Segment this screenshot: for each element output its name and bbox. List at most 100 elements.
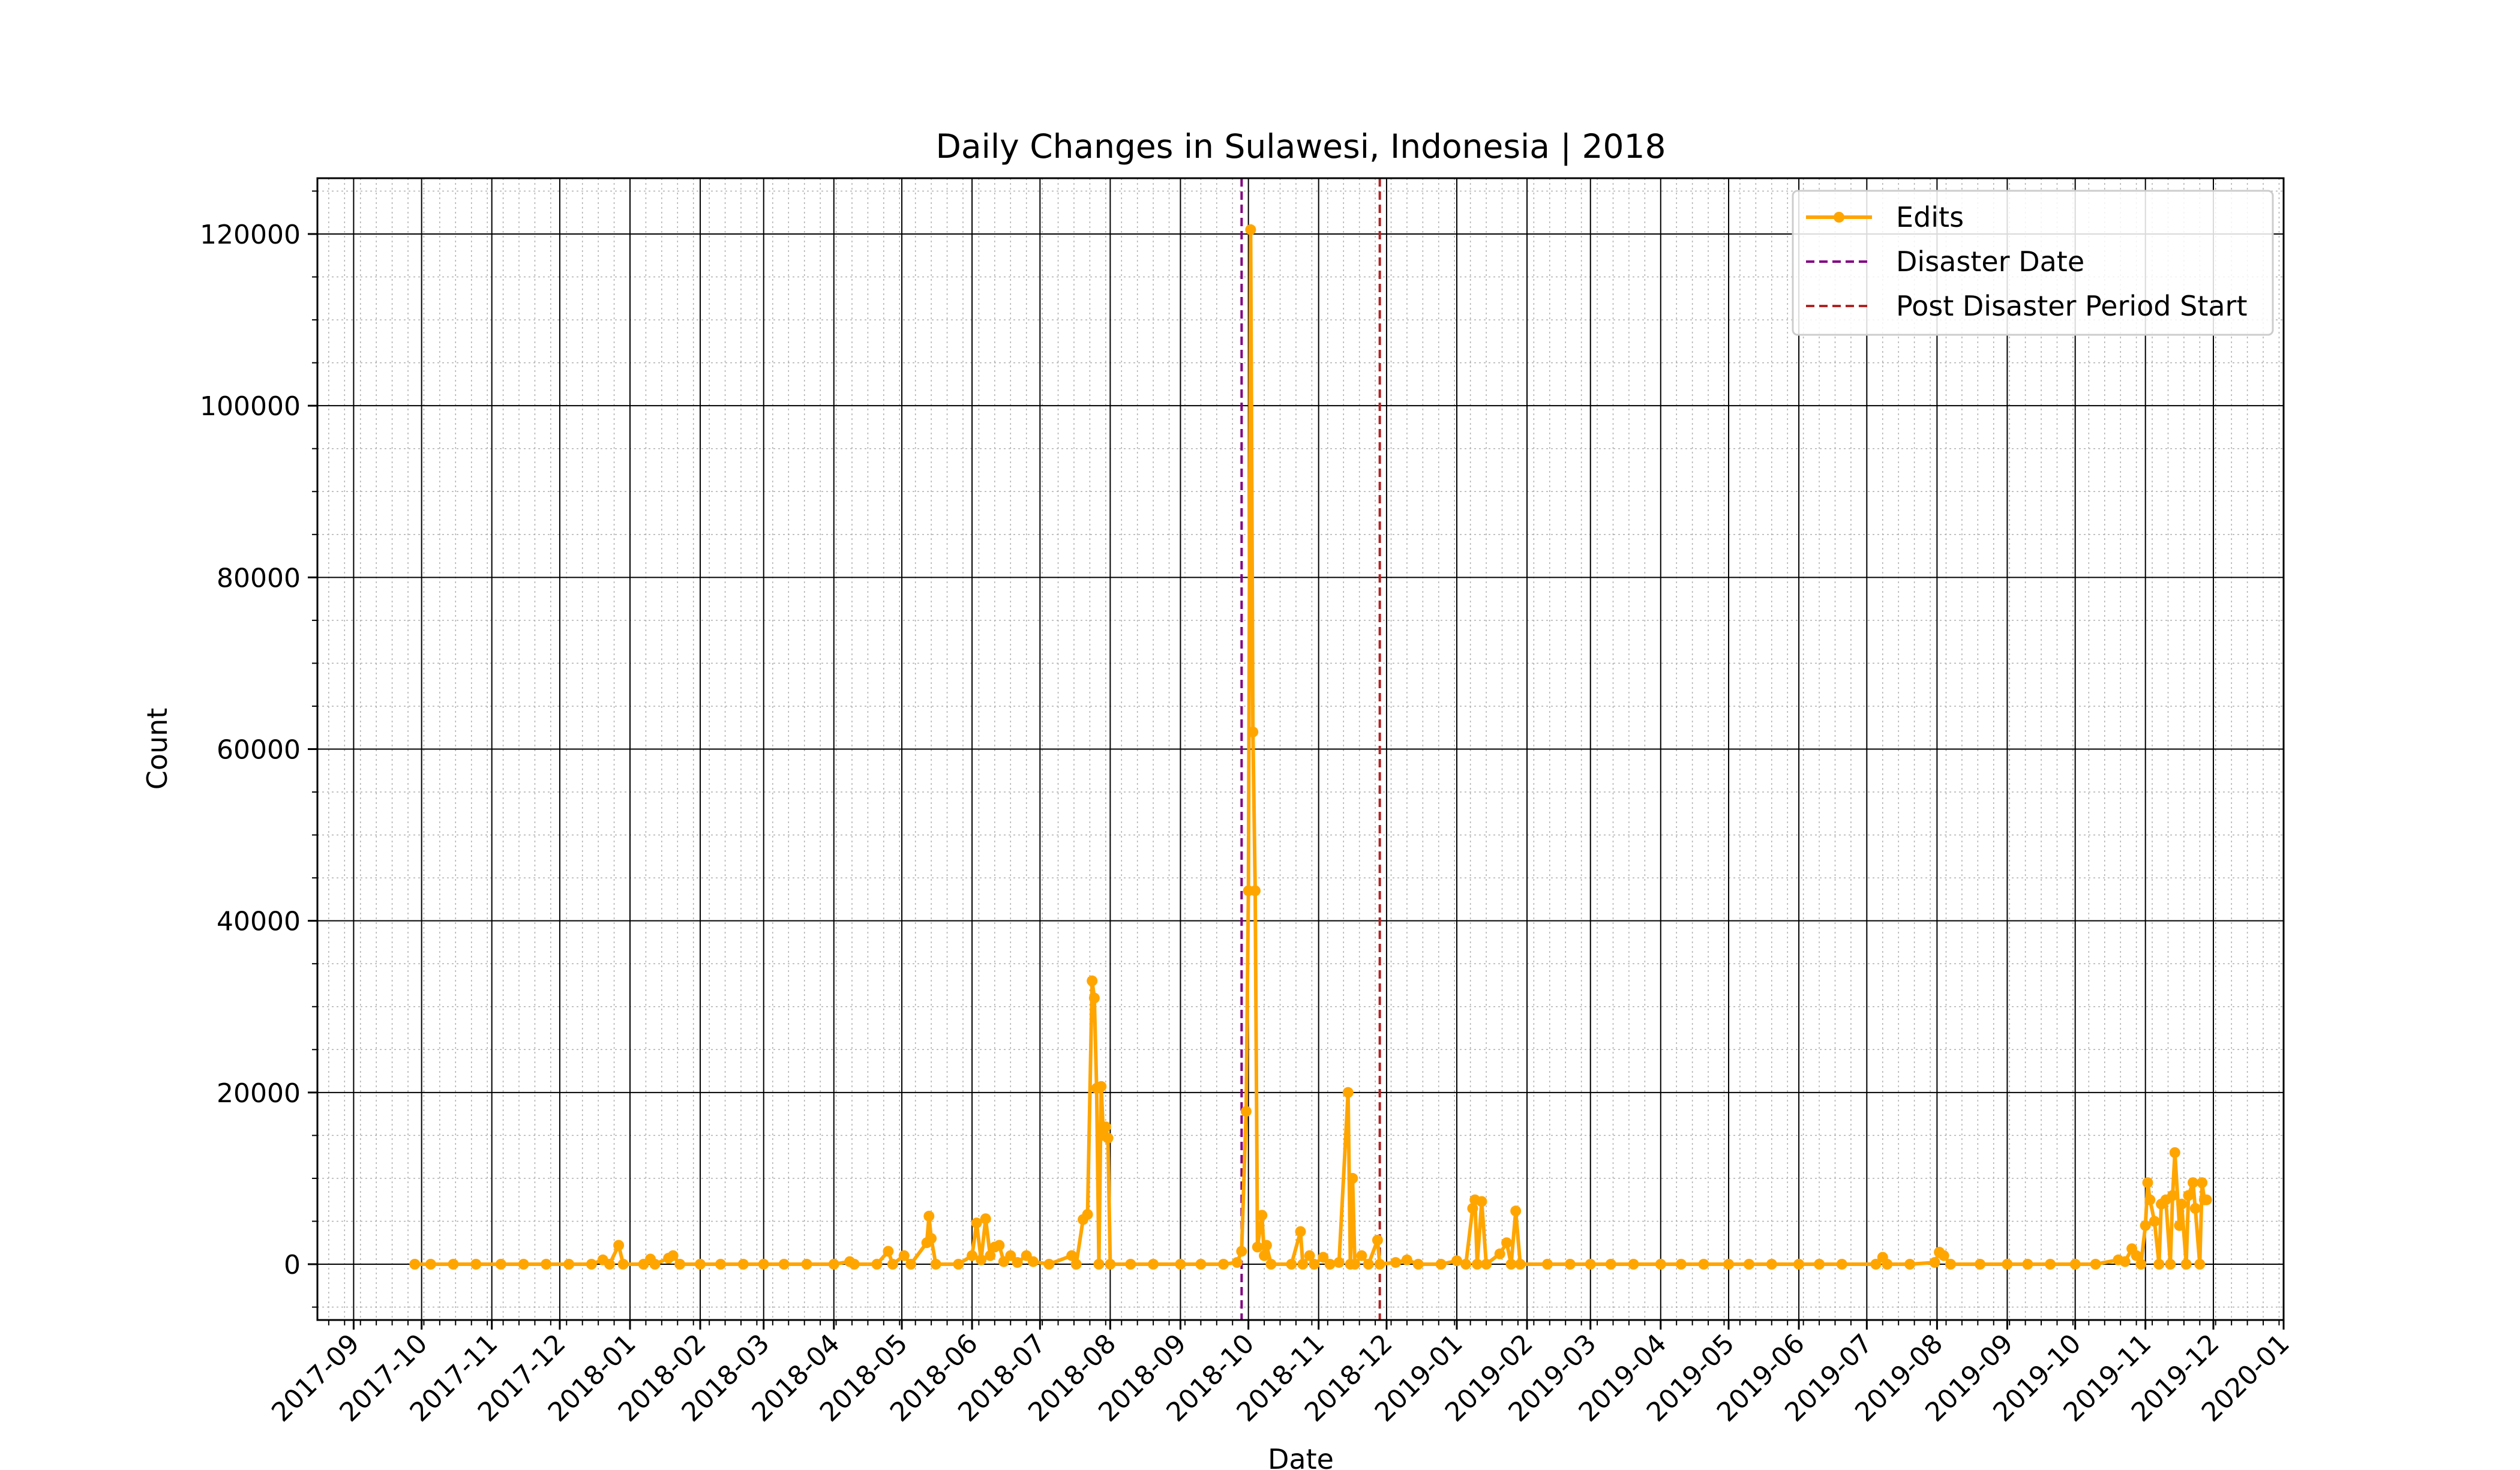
data-point [1401, 1254, 1412, 1265]
grid-minor [317, 178, 2284, 1320]
data-point [1655, 1259, 1666, 1270]
data-point [1093, 1259, 1105, 1270]
data-point [1904, 1259, 1916, 1270]
data-point [1256, 1210, 1268, 1221]
data-point [737, 1259, 749, 1270]
data-point [1494, 1248, 1505, 1259]
data-point [1451, 1255, 1462, 1267]
legend: Edits Disaster Date Post Disaster Period… [1792, 190, 2274, 336]
data-point [2180, 1259, 2192, 1270]
data-point [1766, 1259, 1777, 1270]
data-point [604, 1259, 615, 1270]
data-point [1945, 1259, 1956, 1270]
y-tick-label: 20000 [217, 1078, 301, 1109]
data-point [1096, 1081, 1107, 1092]
data-point [2197, 1177, 2208, 1189]
y-tick-label: 100000 [200, 391, 301, 422]
data-point [1542, 1259, 1553, 1270]
data-point [2144, 1194, 2156, 1205]
data-point [2169, 1147, 2180, 1158]
data-point [1472, 1259, 1483, 1270]
x-axis-label: Date [1268, 1443, 1334, 1470]
data-point [1087, 975, 1098, 986]
legend-disaster-label: Disaster Date [1896, 245, 2084, 278]
data-point [613, 1240, 625, 1251]
data-point [2201, 1194, 2212, 1205]
data-point [1333, 1257, 1345, 1268]
data-point [976, 1254, 987, 1265]
data-point [1304, 1250, 1315, 1261]
data-point [2140, 1220, 2151, 1231]
data-point [2119, 1256, 2131, 1267]
data-point [1975, 1259, 1986, 1270]
data-point [1259, 1250, 1270, 1261]
data-point [926, 1233, 937, 1244]
data-point [2183, 1190, 2194, 1201]
data-point [409, 1259, 421, 1270]
y-tick-label: 120000 [200, 220, 301, 250]
data-point [1347, 1172, 1358, 1184]
data-point [1505, 1259, 1517, 1270]
data-point [1481, 1259, 1492, 1270]
data-point [1814, 1259, 1825, 1270]
data-point [2069, 1259, 2081, 1270]
data-point [1297, 1259, 1309, 1270]
data-point [1870, 1259, 1882, 1270]
data-point [971, 1217, 982, 1229]
data-point [649, 1259, 661, 1270]
series-edits [409, 224, 2212, 1270]
data-point [586, 1259, 597, 1270]
data-point [1744, 1259, 1754, 1270]
data-point [2090, 1259, 2101, 1270]
data-point [1247, 726, 1259, 737]
data-point [715, 1259, 726, 1270]
y-tick-label: 40000 [217, 907, 301, 937]
data-point [1324, 1259, 1336, 1270]
data-point [1363, 1259, 1374, 1270]
data-point [2167, 1190, 2178, 1201]
data-point [1102, 1132, 1114, 1144]
y-tick-labels: 0 20000 40000 60000 80000 100000 120000 [200, 220, 301, 1280]
data-point [2176, 1198, 2188, 1210]
data-point [905, 1259, 917, 1270]
data-point [495, 1259, 506, 1270]
data-point [1675, 1259, 1687, 1270]
data-point [1476, 1196, 1487, 1207]
data-point [541, 1259, 552, 1270]
data-point [617, 1259, 629, 1270]
data-point [1070, 1259, 1082, 1270]
data-point [667, 1250, 679, 1261]
legend-post-disaster-label: Post Disaster Period Start [1896, 290, 2248, 322]
data-point [2194, 1259, 2206, 1270]
series-layer [409, 224, 2212, 1270]
data-point [518, 1259, 529, 1270]
data-point [1585, 1259, 1596, 1270]
data-point [1005, 1250, 1016, 1261]
data-point [1318, 1252, 1329, 1263]
data-point [563, 1259, 575, 1270]
data-point [1240, 1106, 1252, 1117]
axis-ticks [308, 190, 2285, 1330]
data-point [1349, 1259, 1361, 1270]
data-point [1342, 1087, 1354, 1098]
data-point [1066, 1250, 1078, 1261]
data-point [425, 1259, 436, 1270]
data-point [1564, 1259, 1576, 1270]
data-point [1460, 1259, 1472, 1270]
data-point [1435, 1259, 1447, 1270]
data-point [1218, 1259, 1229, 1270]
data-point [2045, 1259, 2056, 1270]
data-point [2135, 1259, 2147, 1270]
data-point [2131, 1250, 2142, 1261]
data-point [1250, 885, 1261, 896]
legend-edits-marker [1834, 212, 1844, 223]
data-point [1836, 1259, 1847, 1270]
data-point [1295, 1226, 1306, 1237]
data-point [2142, 1177, 2153, 1189]
data-point [1088, 992, 1100, 1004]
data-point [923, 1210, 935, 1222]
data-point [985, 1250, 996, 1261]
data-point [1148, 1259, 1159, 1270]
legend-box [1792, 190, 2274, 336]
